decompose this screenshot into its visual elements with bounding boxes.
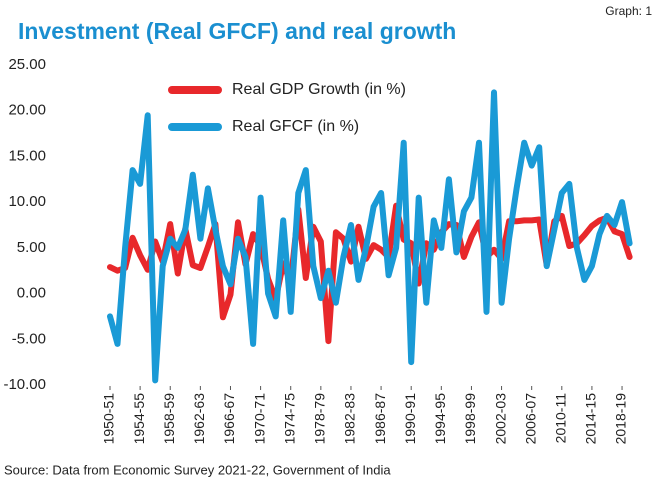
x-tick-label: 2002-03	[492, 393, 508, 445]
x-tick-label: 1954-55	[131, 393, 147, 445]
x-tick-label: 1994-95	[432, 393, 448, 445]
x-tick-label: 2014-15	[583, 393, 599, 445]
x-tick-label: 1950-51	[101, 393, 117, 445]
x-tick-label: 2010-11	[553, 393, 569, 444]
legend-label: Real GFCF (in %)	[232, 118, 359, 135]
y-tick-label: 0.00	[17, 285, 46, 302]
x-tick-label: 1978-79	[312, 393, 328, 445]
x-tick-label: 1986-87	[372, 393, 388, 445]
chart-title: Investment (Real GFCF) and real growth	[18, 18, 456, 44]
x-tick-label: 2018-19	[613, 393, 629, 445]
x-tick-label: 1982-83	[342, 393, 358, 445]
legend-label: Real GDP Growth (in %)	[232, 81, 406, 98]
x-tick-label: 1990-91	[402, 393, 418, 445]
x-tick-label: 2006-07	[522, 393, 538, 445]
x-tick-label: 1970-71	[251, 393, 267, 445]
y-tick-label: 15.00	[8, 147, 46, 164]
y-tick-label: 5.00	[17, 239, 46, 256]
graph-label: Graph: 1	[605, 4, 652, 18]
x-tick-label: 1962-63	[191, 393, 207, 445]
x-tick-label: 1966-67	[221, 393, 237, 445]
y-tick-label: 20.00	[8, 102, 46, 119]
y-tick-label: -5.00	[12, 330, 46, 347]
x-tick-label: 1974-75	[281, 393, 297, 445]
y-tick-label: -10.00	[3, 376, 46, 393]
y-tick-label: 10.00	[8, 193, 46, 210]
y-tick-label: 25.00	[8, 56, 46, 73]
source-note: Source: Data from Economic Survey 2021-2…	[4, 462, 391, 477]
series-line	[107, 89, 633, 384]
x-tick-label: 1958-59	[161, 393, 177, 445]
x-tick-label: 1998-99	[462, 393, 478, 445]
